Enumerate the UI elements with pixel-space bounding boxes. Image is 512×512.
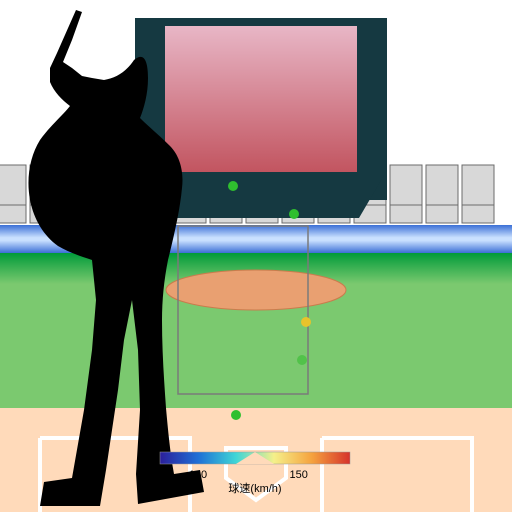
stand-upper (390, 165, 422, 205)
stand-upper (426, 165, 458, 205)
pitch-point (301, 317, 311, 327)
pitch-point (231, 410, 241, 420)
mound-dirt (166, 270, 346, 310)
pitch-point (228, 181, 238, 191)
pitch-point (289, 209, 299, 219)
stand-lower (462, 205, 494, 223)
stand-lower (0, 205, 26, 223)
stand-upper (462, 165, 494, 205)
stand-lower (390, 205, 422, 223)
colorbar-axis-label: 球速(km/h) (228, 481, 281, 495)
scoreboard-screen (165, 26, 357, 172)
pitch-point (297, 355, 307, 365)
stand-upper (0, 165, 26, 205)
colorbar-tick-label: 150 (290, 469, 308, 481)
stand-lower (426, 205, 458, 223)
pitch-location-chart: 100 150 球速(km/h) (0, 0, 512, 512)
colorbar-tick-label: 100 (189, 469, 207, 481)
